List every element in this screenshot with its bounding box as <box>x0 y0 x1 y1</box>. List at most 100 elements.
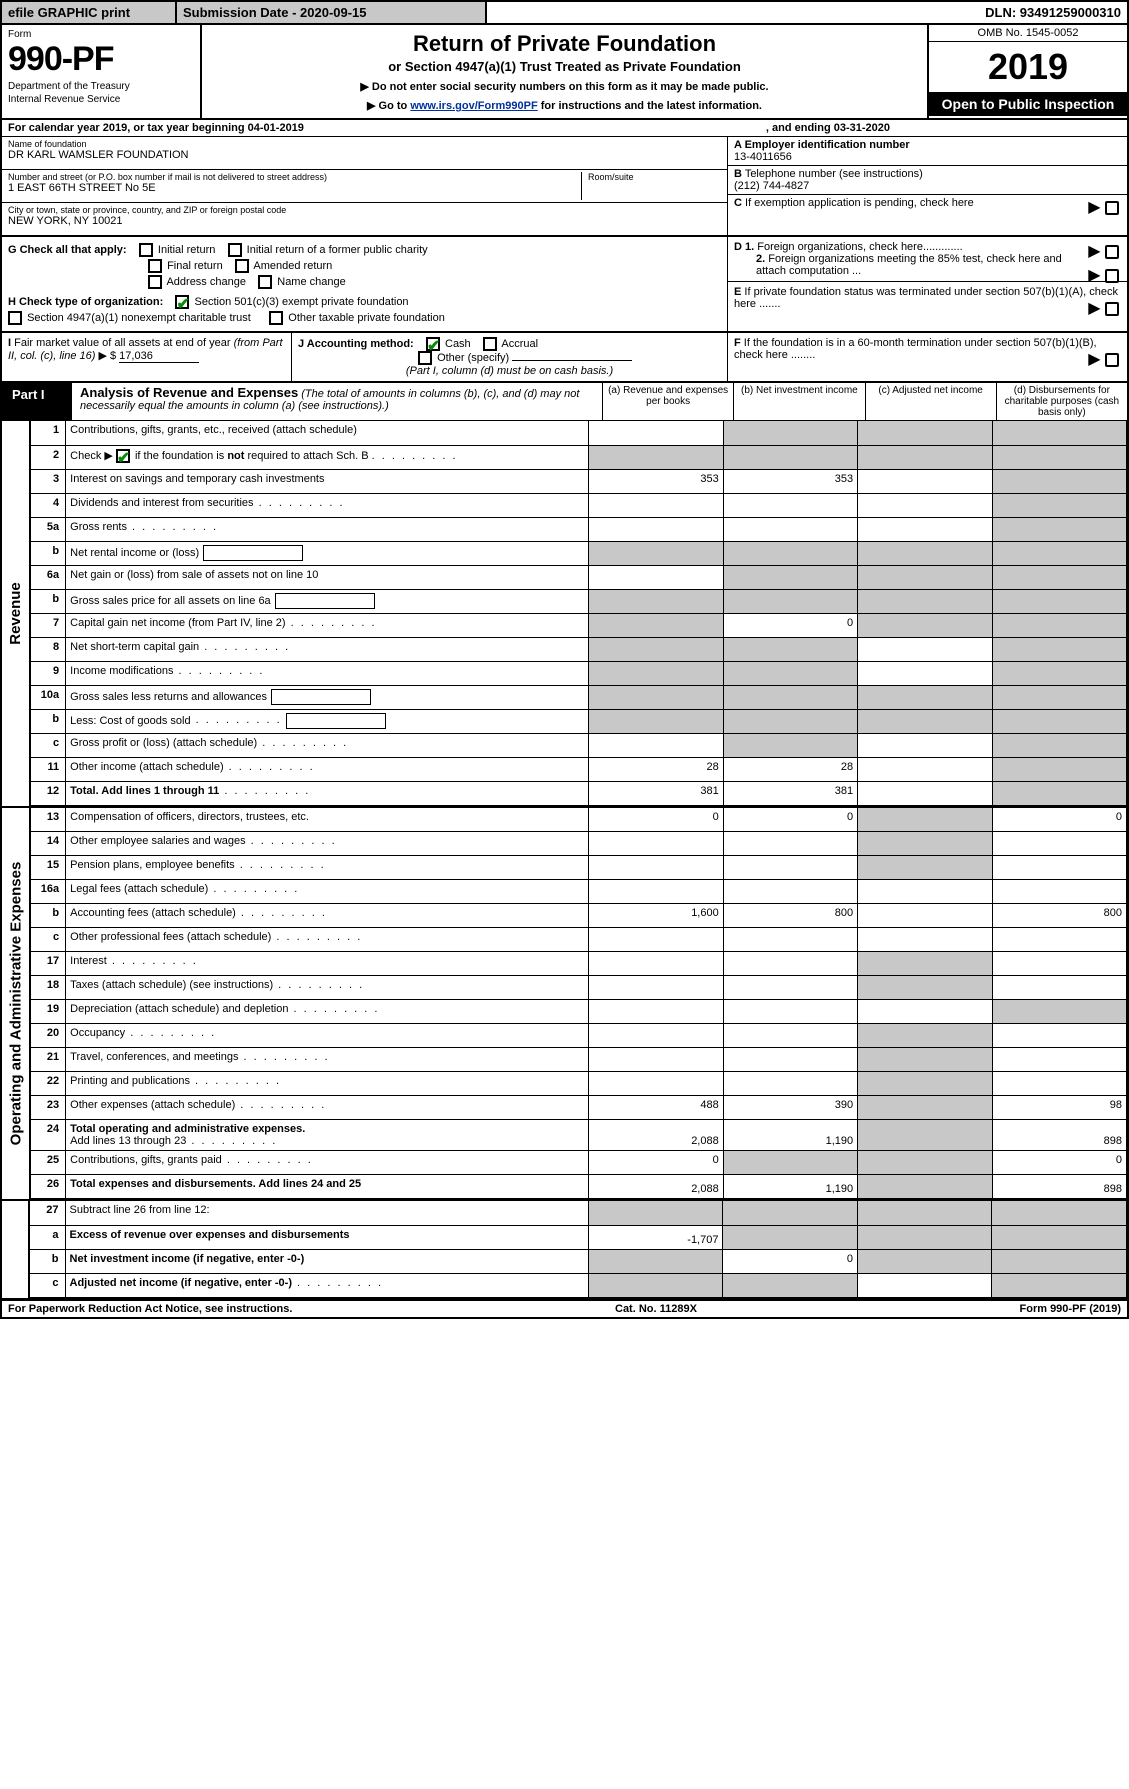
g-row3: Address change Name change <box>8 275 721 289</box>
form-header: Form 990-PF Department of the Treasury I… <box>2 25 1127 120</box>
row-col-b: 1,190 <box>723 1120 857 1151</box>
d1-row: D 1. Foreign organizations, check here..… <box>734 241 1121 253</box>
part1-tab: Part I <box>2 383 72 420</box>
room-label: Room/suite <box>588 172 721 182</box>
g-address-change-checkbox[interactable] <box>148 275 162 289</box>
table-row: c Gross profit or (loss) (attach schedul… <box>31 733 1127 757</box>
e-checkbox[interactable]: ▶ <box>1088 298 1121 318</box>
row-col-a: 0 <box>589 1151 723 1175</box>
line27-side <box>2 1201 29 1298</box>
row-desc: Total expenses and disbursements. Add li… <box>66 1175 589 1199</box>
row-col-a: 488 <box>589 1096 723 1120</box>
row-desc: Total. Add lines 1 through 11 <box>66 781 589 805</box>
d2-checkbox[interactable]: ▶ <box>1088 265 1121 285</box>
note-ssn: ▶ Do not enter social security numbers o… <box>212 80 917 93</box>
table-row: 5a Gross rents <box>31 517 1127 541</box>
sch-b-checkbox[interactable] <box>116 449 130 463</box>
footer-left: For Paperwork Reduction Act Notice, see … <box>8 1303 292 1315</box>
row-num: c <box>31 733 66 757</box>
j-accrual-checkbox[interactable] <box>483 337 497 351</box>
row-num: b <box>31 541 66 565</box>
table-row: 26 Total expenses and disbursements. Add… <box>31 1175 1127 1199</box>
h-4947: Section 4947(a)(1) nonexempt charitable … <box>27 312 251 324</box>
j-other-checkbox[interactable] <box>418 351 432 365</box>
dln-cell: DLN: 93491259000310 <box>979 2 1127 23</box>
calendar-year-row: For calendar year 2019, or tax year begi… <box>2 120 1127 137</box>
g-initial-former-checkbox[interactable] <box>228 243 242 257</box>
j-cash-checkbox[interactable] <box>426 337 440 351</box>
cal-end: , and ending 03-31-2020 <box>766 122 890 134</box>
h-4947-checkbox[interactable] <box>8 311 22 325</box>
page-footer: For Paperwork Reduction Act Notice, see … <box>2 1300 1127 1317</box>
form990pf-link[interactable]: www.irs.gov/Form990PF <box>410 100 537 112</box>
d2-text: Foreign organizations meeting the 85% te… <box>756 253 1062 277</box>
row-desc: Dividends and interest from securities <box>66 493 589 517</box>
row-desc: Contributions, gifts, grants, etc., rece… <box>66 421 589 445</box>
row-desc: Income modifications <box>66 661 589 685</box>
g-address-change: Address change <box>166 276 246 288</box>
row-num: 25 <box>31 1151 66 1175</box>
dept-irs: Internal Revenue Service <box>8 94 194 105</box>
row-num: 19 <box>31 1000 66 1024</box>
row-desc: Depreciation (attach schedule) and deple… <box>66 1000 589 1024</box>
phone-value: (212) 744-4827 <box>734 180 1121 192</box>
table-row: 27 Subtract line 26 from line 12: <box>30 1201 1127 1225</box>
h-501c3-checkbox[interactable] <box>175 295 189 309</box>
table-row: b Net rental income or (loss) <box>31 541 1127 565</box>
j-lead: J Accounting method: <box>298 338 414 350</box>
row-desc: Other expenses (attach schedule) <box>66 1096 589 1120</box>
d1-checkbox[interactable]: ▶ <box>1088 241 1121 261</box>
table-row: 12 Total. Add lines 1 through 11 381 381 <box>31 781 1127 805</box>
row-num: 17 <box>31 952 66 976</box>
row-desc: Taxes (attach schedule) (see instruction… <box>66 976 589 1000</box>
table-row: b Net investment income (if negative, en… <box>30 1249 1127 1273</box>
exemption-checkbox[interactable]: ▶ <box>1088 197 1121 217</box>
efile-cell[interactable]: efile GRAPHIC print <box>2 2 177 23</box>
f-text: If the foundation is in a 60-month termi… <box>734 337 1097 361</box>
form-subtitle: or Section 4947(a)(1) Trust Treated as P… <box>212 59 917 74</box>
f-checkbox[interactable]: ▶ <box>1088 349 1121 369</box>
part1-desc: Analysis of Revenue and Expenses (The to… <box>72 383 602 420</box>
table-row: 25 Contributions, gifts, grants paid 0 0 <box>31 1151 1127 1175</box>
f-cell: F If the foundation is in a 60-month ter… <box>727 333 1127 381</box>
exemption-row: C If exemption application is pending, c… <box>728 195 1127 211</box>
footer-right: Form 990-PF (2019) <box>1020 1303 1122 1315</box>
row-desc: Gross profit or (loss) (attach schedule) <box>66 733 589 757</box>
row-desc: Pension plans, employee benefits <box>66 856 589 880</box>
g-amended-checkbox[interactable] <box>235 259 249 273</box>
form-number: 990-PF <box>8 40 194 79</box>
row-num: 24 <box>31 1120 66 1151</box>
g-initial-return-checkbox[interactable] <box>139 243 153 257</box>
row-num: b <box>30 1249 65 1273</box>
row-col-b: 0 <box>723 613 857 637</box>
row2-lead: Check ▶ <box>70 450 113 462</box>
part1-header: Part I Analysis of Revenue and Expenses … <box>2 383 1127 421</box>
row-num: 8 <box>31 637 66 661</box>
h-other-taxable-checkbox[interactable] <box>269 311 283 325</box>
form-label: Form <box>8 29 194 40</box>
identity-left: Name of foundation DR KARL WAMSLER FOUND… <box>2 137 727 235</box>
row-desc: Occupancy <box>66 1024 589 1048</box>
row-num: 12 <box>31 781 66 805</box>
name-label: Name of foundation <box>8 139 721 149</box>
identity-right: A Employer identification number 13-4011… <box>727 137 1127 235</box>
identity-block: Name of foundation DR KARL WAMSLER FOUND… <box>2 137 1127 237</box>
phone-row: B Telephone number (see instructions) (2… <box>728 166 1127 195</box>
expenses-side-label: Operating and Administrative Expenses <box>2 808 30 1200</box>
revenue-side-label: Revenue <box>2 421 30 806</box>
row-col-d: 0 <box>992 1151 1126 1175</box>
header-left: Form 990-PF Department of the Treasury I… <box>2 25 202 118</box>
j-note: (Part I, column (d) must be on cash basi… <box>298 365 721 377</box>
street-address: 1 EAST 66TH STREET No 5E <box>8 182 581 194</box>
footer-mid: Cat. No. 11289X <box>615 1303 697 1315</box>
row-desc: Other income (attach schedule) <box>66 757 589 781</box>
g-final-return-checkbox[interactable] <box>148 259 162 273</box>
row-col-b: 0 <box>723 808 857 832</box>
exemption-label: If exemption application is pending, che… <box>745 197 974 209</box>
row-col-b: 1,190 <box>723 1175 857 1199</box>
row-num: 14 <box>31 832 66 856</box>
g-name-change-checkbox[interactable] <box>258 275 272 289</box>
row-num: a <box>30 1225 65 1249</box>
row-desc: Total operating and administrative expen… <box>66 1120 589 1151</box>
row-desc: Interest on savings and temporary cash i… <box>66 469 589 493</box>
